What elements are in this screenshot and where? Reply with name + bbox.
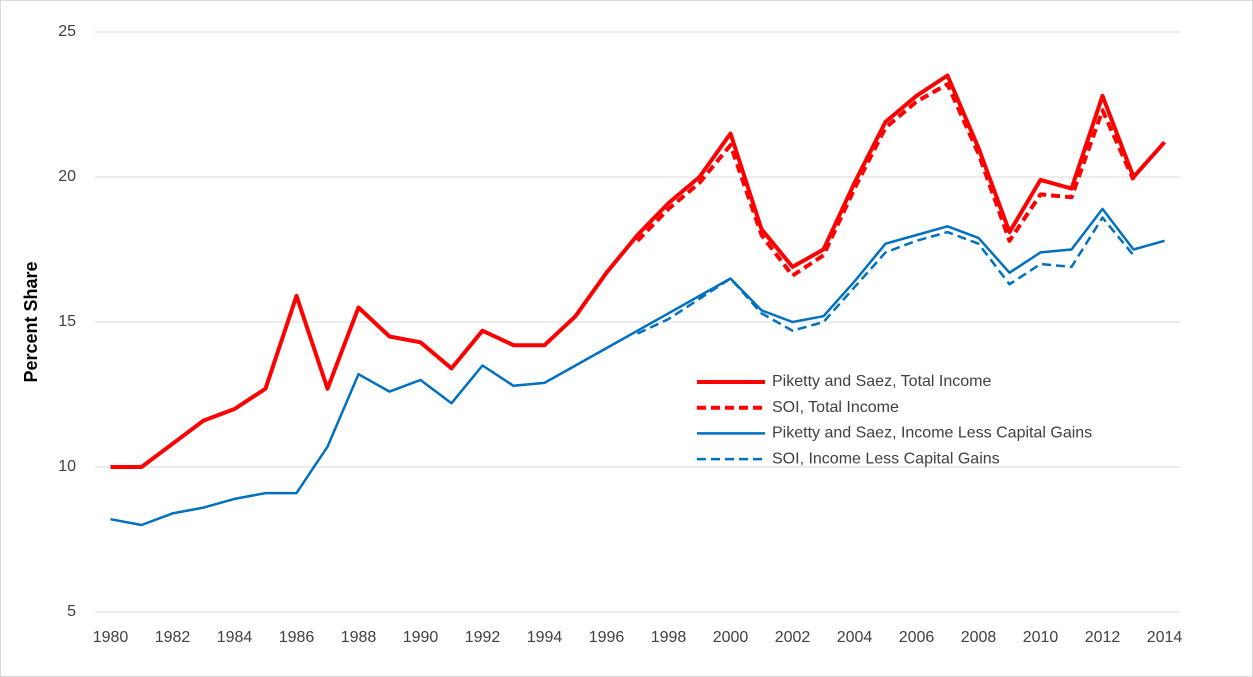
x-tick-label: 2008 (961, 629, 997, 646)
x-tick-label: 2012 (1085, 629, 1121, 646)
x-tick-label: 1998 (651, 629, 687, 646)
x-tick-label: 1990 (403, 629, 439, 646)
legend-label: Piketty and Saez, Income Less Capital Ga… (772, 425, 1092, 442)
y-axis-label: Percent Share (21, 261, 41, 382)
y-tick-label: 15 (58, 313, 76, 330)
x-tick-label: 1988 (341, 629, 377, 646)
x-tick-label: 2002 (775, 629, 811, 646)
x-tick-label: 2010 (1023, 629, 1059, 646)
y-tick-label: 5 (67, 603, 76, 620)
legend-label: Piketty and Saez, Total Income (772, 373, 991, 390)
x-tick-label: 1996 (589, 629, 625, 646)
x-tick-label: 1994 (527, 629, 563, 646)
x-tick-label: 2000 (713, 629, 749, 646)
legend-label: SOI, Income Less Capital Gains (772, 450, 1000, 467)
x-tick-label: 1980 (93, 629, 129, 646)
series-line (110, 207, 1165, 527)
y-tick-label: 25 (58, 23, 76, 40)
y-tick-label: 10 (58, 458, 76, 475)
legend-label: SOI, Total Income (772, 399, 899, 416)
series-line (636, 82, 1136, 278)
x-tick-label: 1992 (465, 629, 501, 646)
x-tick-label: 2004 (837, 629, 873, 646)
y-tick-label: 20 (58, 168, 76, 185)
x-tick-label: 1984 (217, 629, 253, 646)
x-tick-label: 1986 (279, 629, 315, 646)
x-tick-label: 1982 (155, 629, 191, 646)
x-tick-label: 2006 (899, 629, 935, 646)
series-line (110, 73, 1166, 469)
x-tick-label: 2014 (1147, 629, 1183, 646)
series-line (636, 216, 1135, 335)
